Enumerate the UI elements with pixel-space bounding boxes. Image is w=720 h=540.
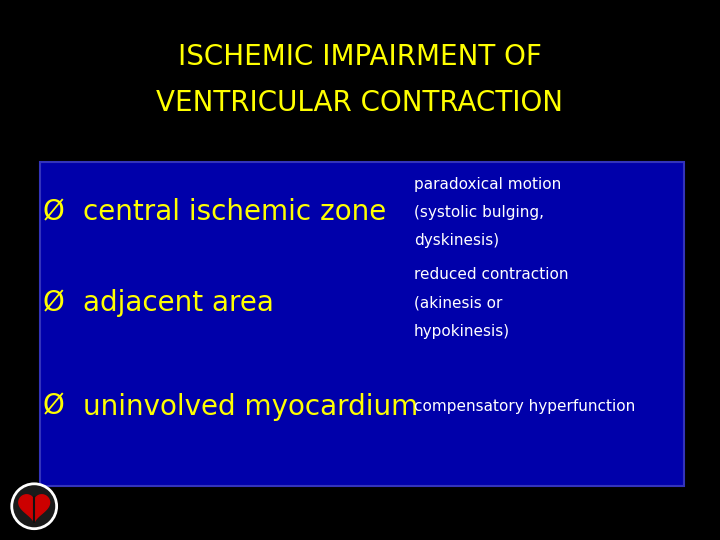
FancyBboxPatch shape: [40, 162, 684, 486]
Text: paradoxical motion: paradoxical motion: [414, 177, 562, 192]
Text: central ischemic zone: central ischemic zone: [83, 198, 386, 226]
Text: Ø: Ø: [43, 393, 65, 421]
Text: adjacent area: adjacent area: [83, 289, 274, 317]
Text: dyskinesis): dyskinesis): [414, 233, 499, 248]
Text: reduced contraction: reduced contraction: [414, 267, 569, 282]
Circle shape: [12, 484, 57, 529]
Text: (akinesis or: (akinesis or: [414, 295, 503, 310]
Text: ISCHEMIC IMPAIRMENT OF: ISCHEMIC IMPAIRMENT OF: [178, 43, 542, 71]
Text: uninvolved myocardium: uninvolved myocardium: [83, 393, 418, 421]
Text: hypokinesis): hypokinesis): [414, 323, 510, 339]
Text: (systolic bulging,: (systolic bulging,: [414, 205, 544, 220]
Text: Ø: Ø: [43, 289, 65, 317]
Text: compensatory hyperfunction: compensatory hyperfunction: [414, 399, 635, 414]
Text: VENTRICULAR CONTRACTION: VENTRICULAR CONTRACTION: [156, 89, 564, 117]
Text: Ø: Ø: [43, 198, 65, 226]
Polygon shape: [19, 495, 50, 523]
